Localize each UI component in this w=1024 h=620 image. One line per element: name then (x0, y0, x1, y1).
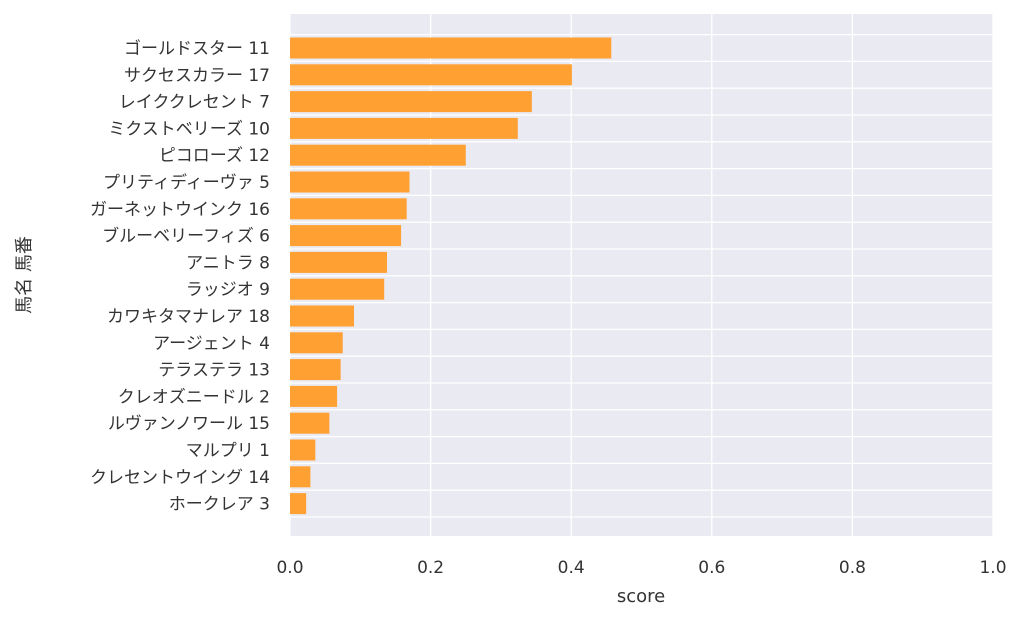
bar (290, 251, 388, 273)
y-tick-label: サクセスカラー 17 (124, 66, 270, 86)
bar (290, 385, 338, 407)
y-tick-label: ミクストベリーズ 10 (108, 119, 270, 139)
y-tick-label: クレセントウイング 14 (90, 468, 270, 488)
bar (290, 144, 466, 166)
y-tick-labels: ゴールドスター 11 サクセスカラー 17 レイククレセント 7 ミクストベリーズ 1… (90, 38, 270, 515)
y-tick-label: プリティディーヴァ 5 (103, 172, 270, 193)
bar (290, 171, 410, 193)
x-tick-labels: 0.0 0.2 0.4 0.6 0.8 1.0 (276, 558, 1006, 578)
y-tick-label: ガーネットウインク 16 (90, 200, 270, 220)
bar (290, 359, 341, 381)
x-tick-label: 0.6 (698, 558, 725, 578)
bar (290, 117, 518, 139)
y-tick-label: ホークレア 3 (169, 495, 270, 515)
x-tick-label: 1.0 (979, 558, 1006, 578)
y-tick-label: アージェント 4 (153, 334, 270, 354)
x-tick-label: 0.4 (558, 558, 585, 578)
y-tick-label: ルヴァンノワール 15 (108, 414, 270, 434)
bar (290, 37, 612, 59)
bar (290, 91, 532, 113)
bar (290, 305, 354, 327)
y-tick-label: ピコローズ 12 (159, 146, 270, 166)
y-axis-label: 馬名 馬番 (14, 236, 35, 314)
y-tick-label: ゴールドスター 11 (124, 38, 270, 59)
y-tick-label: カワキタマナレア 18 (107, 307, 270, 327)
x-tick-label: 0.0 (276, 558, 303, 578)
y-tick-label: テラステラ 13 (158, 361, 270, 381)
y-tick-label: ラッジオ 9 (186, 280, 270, 300)
y-tick-label: マルプリ 1 (186, 441, 270, 461)
bar (290, 198, 407, 220)
y-tick-label: アニトラ 8 (186, 253, 270, 273)
bar (290, 64, 572, 86)
bar (290, 493, 307, 515)
x-tick-label: 0.8 (839, 558, 866, 578)
y-tick-label: レイククレセント 7 (119, 93, 270, 113)
bar (290, 466, 311, 488)
bar (290, 439, 316, 461)
bar (290, 412, 330, 434)
y-tick-label: クレオズニードル 2 (118, 387, 270, 407)
x-tick-label: 0.2 (417, 558, 444, 578)
bar (290, 225, 402, 247)
y-tick-label: ブルーベリーフィズ 6 (102, 226, 270, 247)
bars (290, 37, 612, 515)
bar (290, 332, 343, 354)
x-axis-label: score (617, 586, 665, 607)
bar (290, 278, 385, 300)
